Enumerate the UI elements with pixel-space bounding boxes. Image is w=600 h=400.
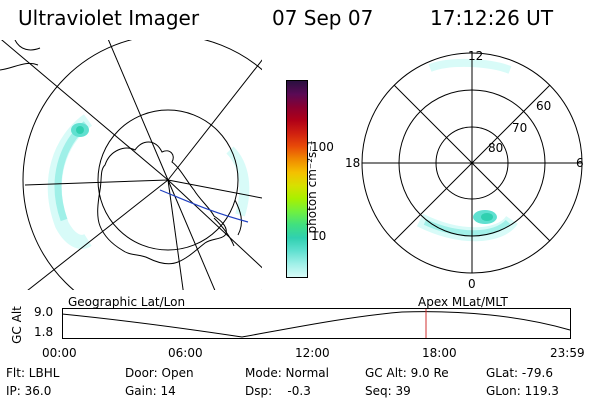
geographic-map-label: Geographic Lat/Lon bbox=[68, 295, 186, 309]
gain-info: Gain: 14 bbox=[125, 384, 176, 398]
glat-info: GLat: -79.6 bbox=[486, 366, 553, 380]
mlat-label-60: 60 bbox=[536, 99, 551, 113]
timeline-ytick-1: 1.8 bbox=[34, 325, 54, 339]
antarctica-outline bbox=[97, 141, 227, 265]
apex-mlt-map: 12 18 6 0 60 70 80 bbox=[345, 49, 584, 290]
time-label: 17:12:26 UT bbox=[430, 6, 554, 30]
auroral-emission-right bbox=[416, 58, 518, 242]
geographic-map bbox=[0, 40, 262, 290]
colorbar-tick-10: 10 bbox=[311, 229, 327, 243]
gc-alt-info: GC Alt: 9.0 Re bbox=[365, 366, 449, 380]
seq-info: Seq: 39 bbox=[365, 384, 411, 398]
mlt-label-6: 6 bbox=[576, 156, 584, 170]
filter-info: Flt: LBHL bbox=[6, 366, 60, 380]
mlt-label-0: 0 bbox=[468, 277, 476, 290]
coastline-fragment bbox=[234, 199, 242, 236]
instrument-title: Ultraviolet Imager bbox=[18, 6, 200, 30]
apex-map-label: Apex MLat/MLT bbox=[418, 295, 508, 309]
meridian-lines bbox=[1, 40, 262, 290]
timeline-ytick-9: 9.0 bbox=[34, 305, 54, 319]
glon-info: GLon: 119.3 bbox=[486, 384, 559, 398]
orbit-track bbox=[159, 189, 249, 223]
timeline-xtick-2359: 23:59 bbox=[550, 346, 585, 360]
timeline-xtick-1800: 18:00 bbox=[422, 346, 457, 360]
door-info: Door: Open bbox=[125, 366, 194, 380]
timeline-xtick-0000: 00:00 bbox=[42, 346, 77, 360]
mlt-label-18: 18 bbox=[345, 156, 360, 170]
timeline-xtick-1200: 12:00 bbox=[295, 346, 330, 360]
peninsula-outline bbox=[213, 217, 235, 247]
mlat-label-70: 70 bbox=[512, 121, 527, 135]
colorbar-tick-100: 100 bbox=[311, 140, 334, 154]
ip-info: IP: 36.0 bbox=[6, 384, 52, 398]
timeline-axis-label: GC Alt bbox=[10, 306, 24, 344]
altitude-timeline bbox=[62, 308, 571, 339]
dsp-info: Dsp: -0.3 bbox=[245, 384, 311, 398]
mlt-lines bbox=[362, 53, 582, 273]
altitude-curve bbox=[62, 311, 571, 338]
colorbar bbox=[286, 80, 308, 278]
mlt-label-12: 12 bbox=[468, 49, 483, 63]
mode-info: Mode: Normal bbox=[245, 366, 329, 380]
timeline-xtick-0600: 06:00 bbox=[168, 346, 203, 360]
mlat-label-80: 80 bbox=[488, 141, 503, 155]
latitude-circles bbox=[22, 40, 262, 290]
colorbar-unit-label: photon cm⁻²s⁻¹ bbox=[305, 140, 319, 234]
coastline-fragment bbox=[0, 40, 41, 71]
auroral-emission-left bbox=[47, 114, 250, 249]
date-label: 07 Sep 07 bbox=[272, 6, 374, 30]
